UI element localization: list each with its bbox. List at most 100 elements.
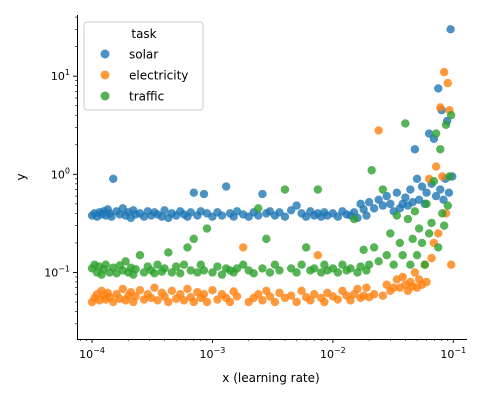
electricity-point [238, 243, 248, 252]
traffic-point [258, 264, 267, 273]
traffic-point [439, 221, 449, 230]
traffic-point [378, 185, 388, 194]
traffic-point [424, 229, 434, 238]
electricity-point [118, 284, 127, 294]
traffic-point [208, 268, 217, 277]
solar-point [392, 188, 402, 197]
legend-label-solar: solar [129, 48, 158, 62]
solar-point [280, 212, 290, 221]
traffic-point [186, 266, 195, 275]
traffic-point [412, 250, 422, 260]
traffic-point [199, 266, 209, 275]
traffic-point [131, 264, 140, 274]
electricity-point [208, 285, 217, 295]
y-tick-label: 100 [51, 166, 70, 181]
traffic-point [135, 250, 145, 260]
solar-point [157, 212, 167, 221]
solar-point [444, 188, 454, 197]
electricity-point [275, 288, 284, 298]
traffic-point [292, 268, 301, 277]
electricity-point [147, 293, 156, 303]
electricity-point [362, 283, 371, 292]
electricity-point [369, 290, 379, 299]
traffic-point [403, 214, 413, 224]
electricity-point [439, 67, 449, 77]
traffic-point [427, 218, 436, 228]
electricity-point [202, 297, 212, 307]
solar-point [186, 208, 195, 217]
traffic-point [213, 262, 222, 271]
traffic-point [270, 260, 280, 269]
traffic-point [410, 207, 420, 216]
solar-point [217, 211, 227, 220]
solar-point [221, 182, 231, 191]
electricity-point [292, 297, 301, 307]
electricity-point [431, 162, 441, 171]
traffic-point [420, 260, 429, 269]
traffic-point [431, 129, 441, 138]
series-electricity [87, 67, 456, 307]
solar-point [286, 206, 296, 215]
traffic-point [262, 234, 271, 244]
x-axis-label: x (learning rate) [222, 371, 319, 385]
electricity-point [183, 284, 192, 294]
electricity-point [179, 296, 189, 305]
solar-point [359, 205, 368, 214]
solar-point [410, 145, 420, 154]
solar-point [417, 182, 427, 191]
solar-point [422, 188, 431, 197]
traffic-point [150, 269, 159, 278]
electricity-point [270, 297, 280, 307]
electricity-point [346, 296, 355, 305]
legend-marker-electricity [100, 70, 110, 80]
traffic-point [193, 268, 202, 277]
solar-point [378, 201, 388, 210]
traffic-point [395, 238, 405, 248]
electricity-point [434, 229, 443, 238]
electricity-point [135, 285, 145, 295]
traffic-point [176, 269, 185, 278]
solar-point [292, 201, 301, 210]
traffic-point [438, 209, 447, 218]
solar-point [254, 211, 263, 220]
legend-marker-traffic [100, 91, 110, 101]
electricity-point [297, 286, 306, 296]
traffic-point [301, 243, 311, 252]
y-tick-label: 10−1 [44, 264, 70, 279]
solar-point [362, 211, 371, 220]
traffic-point [422, 199, 431, 209]
solar-point [109, 174, 118, 184]
solar-point [431, 191, 441, 201]
traffic-point [346, 264, 355, 273]
legend-title: task [131, 27, 156, 41]
electricity-point [265, 292, 275, 301]
electricity-point [176, 290, 185, 299]
electricity-point [446, 260, 456, 269]
traffic-point [101, 260, 110, 269]
traffic-point [179, 260, 189, 269]
electricity-point [189, 297, 198, 307]
solar-point [364, 198, 374, 207]
solar-point [401, 193, 410, 202]
y-tick-label: 101 [51, 68, 70, 83]
traffic-point [386, 229, 395, 238]
traffic-point [389, 260, 398, 269]
solar-point [369, 204, 379, 213]
electricity-point [258, 296, 267, 305]
traffic-point [446, 111, 456, 120]
electricity-point [310, 290, 319, 299]
legend: task solar electricity traffic [83, 21, 204, 111]
scatter-points [87, 25, 457, 307]
traffic-point [441, 120, 451, 129]
axes [77, 15, 467, 340]
legend-label-electricity: electricity [129, 69, 188, 83]
traffic-point [359, 245, 368, 255]
electricity-point [286, 291, 296, 300]
traffic-point [429, 177, 439, 186]
traffic-point [392, 211, 402, 220]
electricity-point [382, 280, 391, 289]
solar-point [412, 174, 422, 184]
electricity-point [398, 272, 407, 282]
electricity-point [378, 291, 388, 300]
